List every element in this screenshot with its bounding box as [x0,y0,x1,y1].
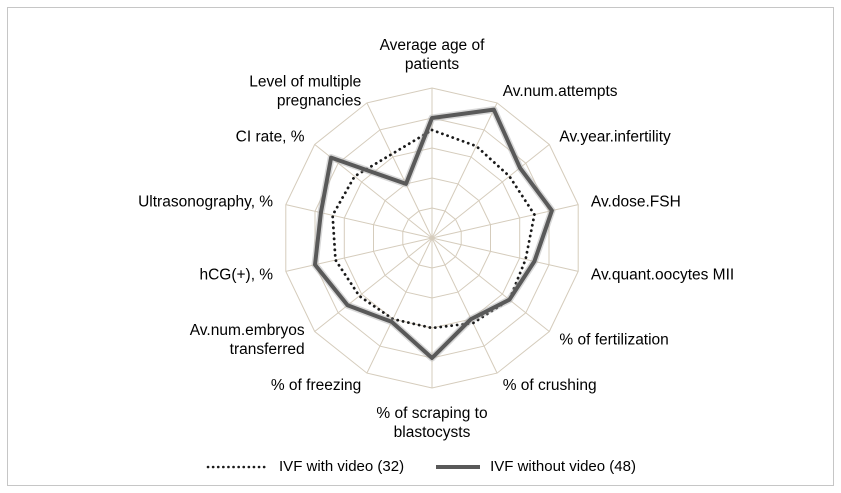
chart-legend: IVF with video (32) IVF without video (4… [8,458,833,475]
grid-spoke [431,237,498,374]
axis-label-4: Av.quant.oocytes MII [591,266,734,283]
legend-label-ivf-without-video: IVF without video (48) [490,458,636,475]
axis-label-3: Av.dose.FSH [591,194,681,211]
grid-spoke [285,237,433,272]
legend-item-ivf-without-video: IVF without video (48) [434,458,636,475]
chart-frame: Average age of patients Av.num.attempts Av.… [7,7,834,486]
grid-spoke [431,237,579,272]
grid-spoke [366,102,433,239]
radar-grid [285,87,579,389]
axis-label-10: hCG(+), % [199,266,273,283]
axis-label-9: Av.num.embryos transferred [190,322,305,358]
grid-spoke [366,237,433,374]
dotted-series-line [331,128,536,330]
radar-chart: Average age of patients Av.num.attempts Av.… [138,37,734,441]
axis-label-11: Ultrasonography, % [138,194,273,211]
dotted-line-icon [206,465,270,468]
grid-spoke [431,237,550,332]
solid-series-line [313,107,554,360]
legend-item-ivf-with-video: IVF with video (32) [205,458,404,475]
grid-spoke [431,102,498,239]
axis-label-1: Av.num.attempts [503,83,618,100]
axis-label-0: Average age of patients [380,37,486,73]
axis-label-8: % of freezing [271,377,361,394]
series-solid [311,106,556,362]
axis-label-7: % of scraping to blastocysts [376,405,487,441]
grid-spoke [285,204,433,239]
axis-label-12: CI rate, % [236,128,305,145]
grid-spoke [431,204,579,239]
axis-labels: Average age of patients Av.num.attempts Av.… [138,37,734,441]
axis-label-2: Av.year.infertility [559,128,671,145]
solid-line-icon [436,464,481,469]
grid-spoke [314,237,433,332]
series-dotted [331,128,536,330]
axis-label-5: % of fertilization [559,332,668,349]
axis-label-13: Level of multiple pregnancies [249,74,361,110]
legend-label-ivf-with-video: IVF with video (32) [279,458,405,475]
axis-label-6: % of crushing [503,377,597,394]
grid-spoke [431,144,550,239]
